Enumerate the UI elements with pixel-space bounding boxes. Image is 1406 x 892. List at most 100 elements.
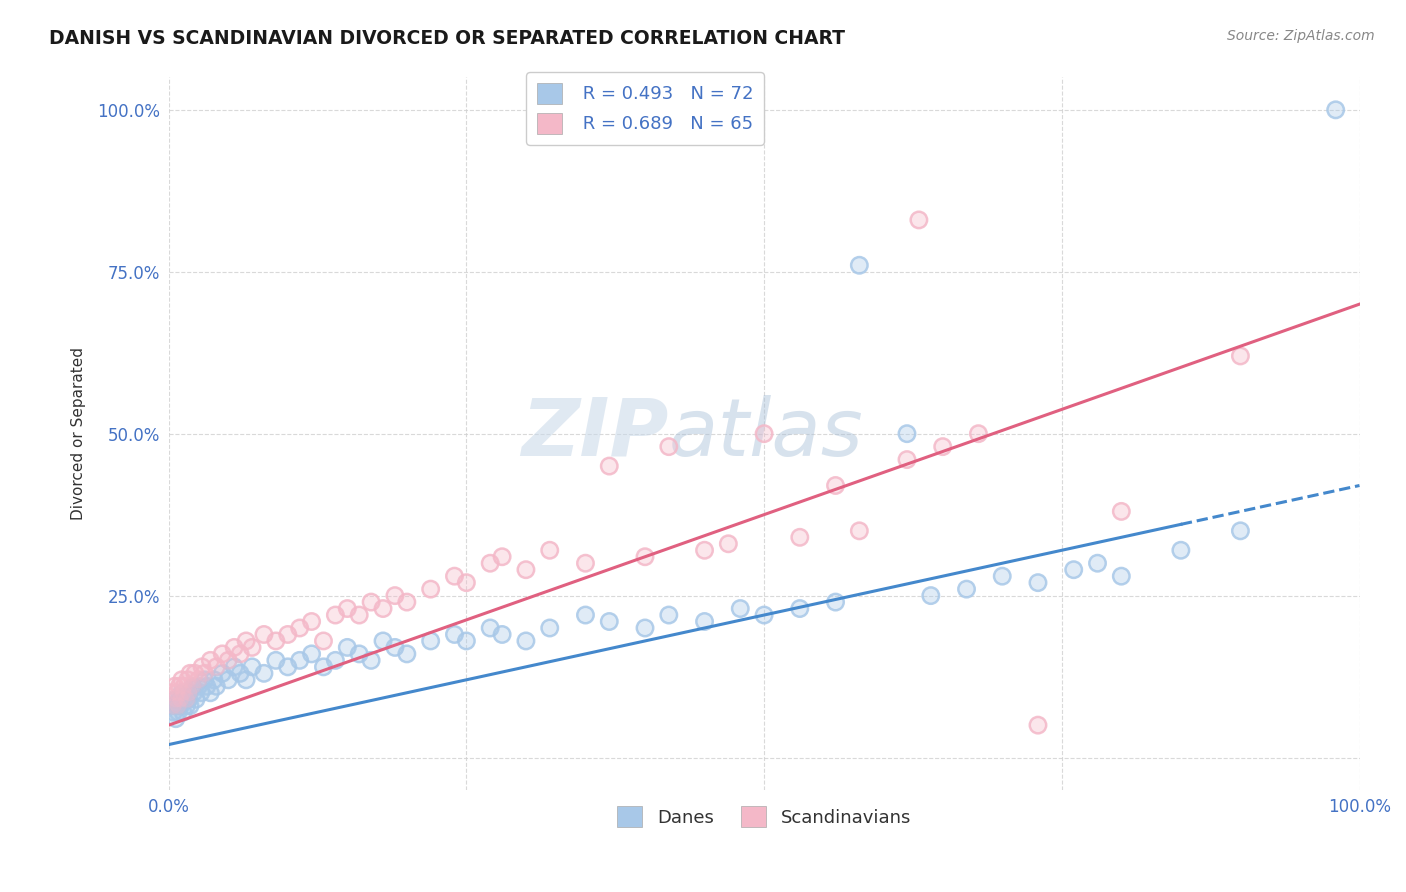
Point — [347, 608, 370, 623]
Point — [1324, 103, 1347, 117]
Point — [191, 660, 214, 674]
Point — [163, 692, 186, 706]
Point — [187, 679, 209, 693]
Point — [325, 608, 347, 623]
Point — [538, 543, 561, 558]
Point — [991, 569, 1014, 583]
Point — [824, 595, 846, 609]
Point — [598, 458, 620, 473]
Point — [634, 549, 657, 564]
Point — [824, 595, 846, 609]
Point — [1026, 575, 1049, 590]
Point — [443, 627, 465, 641]
Point — [515, 563, 537, 577]
Point — [491, 549, 513, 564]
Point — [730, 601, 752, 615]
Point — [165, 692, 187, 706]
Point — [1111, 569, 1133, 583]
Point — [515, 634, 537, 648]
Point — [184, 692, 207, 706]
Point — [181, 679, 204, 693]
Point — [229, 666, 252, 681]
Point — [211, 666, 233, 681]
Point — [538, 621, 561, 635]
Point — [384, 589, 406, 603]
Point — [166, 686, 188, 700]
Point — [456, 634, 478, 648]
Point — [1087, 556, 1109, 570]
Point — [288, 653, 311, 667]
Point — [177, 686, 200, 700]
Point — [176, 692, 198, 706]
Point — [160, 686, 183, 700]
Point — [515, 563, 537, 577]
Point — [479, 556, 502, 570]
Point — [264, 634, 287, 648]
Point — [167, 705, 190, 719]
Point — [325, 653, 347, 667]
Point — [360, 653, 382, 667]
Point — [170, 686, 193, 700]
Point — [658, 440, 681, 454]
Point — [181, 679, 204, 693]
Point — [184, 666, 207, 681]
Point — [240, 640, 263, 655]
Point — [443, 569, 465, 583]
Point — [205, 679, 228, 693]
Point — [312, 660, 335, 674]
Point — [896, 452, 918, 467]
Point — [419, 634, 441, 648]
Point — [170, 673, 193, 687]
Point — [167, 698, 190, 713]
Point — [253, 627, 276, 641]
Point — [163, 692, 186, 706]
Point — [395, 595, 418, 609]
Point — [371, 601, 394, 615]
Point — [1170, 543, 1192, 558]
Point — [193, 673, 215, 687]
Point — [515, 634, 537, 648]
Point — [824, 478, 846, 492]
Point — [1229, 349, 1251, 363]
Point — [229, 666, 252, 681]
Point — [717, 537, 740, 551]
Point — [360, 595, 382, 609]
Point — [181, 679, 204, 693]
Point — [240, 660, 263, 674]
Point — [1324, 103, 1347, 117]
Point — [789, 530, 811, 544]
Point — [443, 627, 465, 641]
Point — [179, 698, 201, 713]
Point — [574, 556, 596, 570]
Point — [336, 640, 359, 655]
Point — [288, 621, 311, 635]
Point — [173, 692, 195, 706]
Point — [634, 549, 657, 564]
Point — [479, 621, 502, 635]
Point — [169, 692, 191, 706]
Point — [371, 601, 394, 615]
Point — [166, 698, 188, 713]
Point — [165, 712, 187, 726]
Point — [187, 673, 209, 687]
Point — [205, 660, 228, 674]
Point — [162, 705, 184, 719]
Point — [277, 660, 299, 674]
Point — [574, 608, 596, 623]
Point — [325, 653, 347, 667]
Point — [165, 692, 187, 706]
Point — [160, 686, 183, 700]
Point — [211, 647, 233, 661]
Point — [176, 692, 198, 706]
Point — [658, 608, 681, 623]
Point — [166, 698, 188, 713]
Point — [187, 673, 209, 687]
Point — [253, 666, 276, 681]
Point — [456, 634, 478, 648]
Point — [224, 640, 246, 655]
Point — [360, 653, 382, 667]
Point — [347, 608, 370, 623]
Point — [693, 615, 716, 629]
Point — [169, 698, 191, 713]
Point — [491, 549, 513, 564]
